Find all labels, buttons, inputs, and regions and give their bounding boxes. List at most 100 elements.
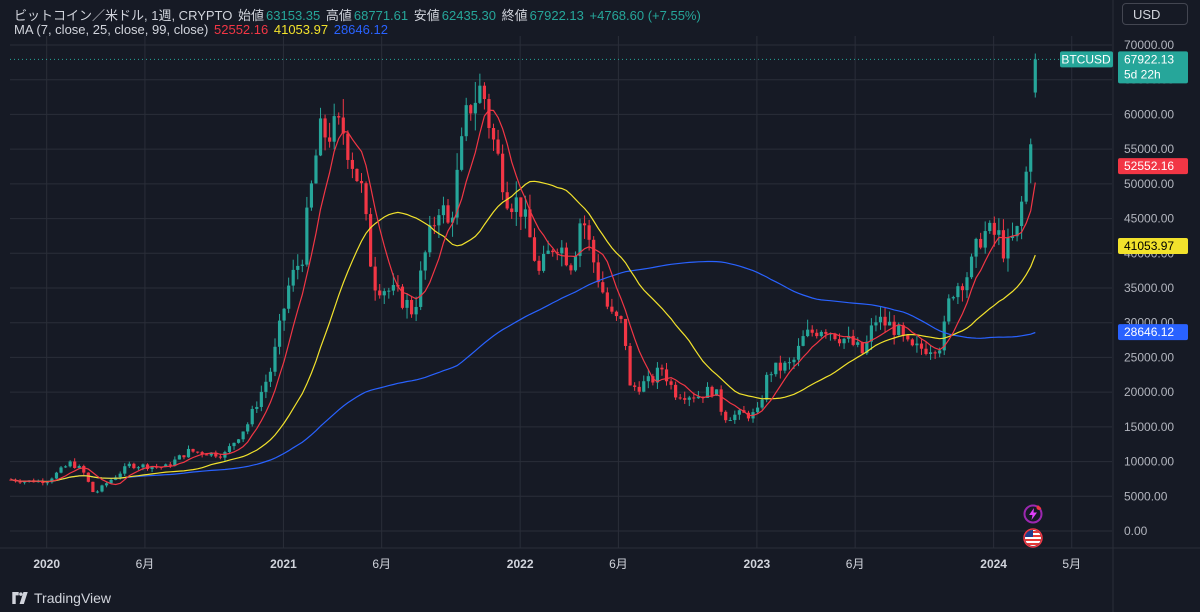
candle-body <box>587 225 591 240</box>
candle-body <box>701 396 705 398</box>
candle-body <box>983 231 987 248</box>
symbol-tag <box>1060 51 1113 68</box>
ma-legend[interactable]: MA (7, close, 25, close, 99, close) 5255… <box>14 22 390 37</box>
candle-body <box>63 466 68 468</box>
y-tick-label: 50000.00 <box>1124 177 1174 191</box>
open-value: 63153.35 <box>266 8 321 23</box>
candle-body <box>191 448 195 452</box>
x-tick-label: 2022 <box>507 557 534 571</box>
candle-body <box>423 252 427 271</box>
lightning-icon[interactable] <box>1023 504 1043 524</box>
candle-body <box>537 260 541 271</box>
candle-body <box>842 338 846 344</box>
candle-body <box>305 207 309 265</box>
candle-body <box>164 464 168 468</box>
candle-body <box>95 491 100 493</box>
candle-body <box>491 128 496 140</box>
candle-body <box>186 448 191 458</box>
candle-body <box>277 320 282 347</box>
candle-body <box>218 456 222 458</box>
candle-body <box>255 406 259 409</box>
candle-body <box>214 452 218 457</box>
candle-body <box>942 321 946 351</box>
candle-body <box>391 284 395 291</box>
candle-body <box>769 374 773 376</box>
candle-body <box>428 225 432 253</box>
currency-button[interactable]: USD <box>1122 3 1188 25</box>
candle-body <box>141 464 145 468</box>
candle-body <box>232 442 236 447</box>
candle-body <box>897 325 901 335</box>
price-tag-countdown: 5d 22h <box>1124 67 1161 81</box>
candle-body <box>1029 144 1033 172</box>
ma25-value: 41053.97 <box>273 22 329 37</box>
candle-body <box>865 341 869 354</box>
candle-body <box>387 290 391 292</box>
ma-tag <box>1118 158 1188 175</box>
candle-body <box>696 396 700 399</box>
candle-body <box>369 214 373 267</box>
candle-body <box>960 286 965 291</box>
ma-tag <box>1118 237 1188 254</box>
high-label: 高値 <box>325 8 352 23</box>
candle-body <box>469 105 473 114</box>
candle-body <box>774 362 778 375</box>
candle-body <box>951 297 955 299</box>
candle-body <box>578 223 582 256</box>
candle-body <box>328 137 332 142</box>
candle-body <box>519 197 523 217</box>
us-flag-icon[interactable] <box>1023 528 1043 548</box>
candle-body <box>1020 201 1024 227</box>
candle-body <box>623 318 628 346</box>
candle-body <box>783 362 787 371</box>
change-value: +4768.60 (+7.55%) <box>589 8 701 23</box>
candle-body <box>446 205 450 223</box>
candle-body <box>82 465 86 473</box>
y-tick-label: 0.00 <box>1124 524 1148 538</box>
y-tick-label: 35000.00 <box>1124 281 1174 295</box>
candle-body <box>291 269 295 286</box>
candle-body <box>637 386 641 392</box>
candle-body <box>460 136 464 170</box>
candle-body <box>837 339 842 344</box>
candle-body <box>501 153 505 193</box>
candle-body <box>683 398 687 400</box>
ma99-line <box>10 260 1036 483</box>
candle-body <box>678 397 682 399</box>
candle-body <box>382 291 386 296</box>
y-tick-label: 5000.00 <box>1124 489 1168 503</box>
open-label: 始値 <box>238 8 265 23</box>
candle-body <box>282 308 286 321</box>
y-tick-label: 70000.00 <box>1124 38 1174 52</box>
candle-body <box>719 389 723 412</box>
candle-body <box>1001 230 1006 259</box>
candle-body <box>919 343 924 349</box>
candle-body <box>109 479 113 484</box>
candle-body <box>209 452 213 456</box>
ohlc-legend: ビットコイン／米ドル, 1週, CRYPTO 始値 63153.35 高値 6877… <box>14 5 703 24</box>
candle-body <box>337 116 341 118</box>
candle-body <box>150 466 154 469</box>
candle-body <box>478 85 482 103</box>
candle-body <box>409 299 414 315</box>
candle-body <box>760 399 764 408</box>
candle-body <box>582 223 587 226</box>
candle-body <box>173 459 177 466</box>
candle-body <box>974 238 978 257</box>
candle-body <box>473 102 477 114</box>
close-label: 終値 <box>501 8 528 23</box>
candle-body <box>710 386 714 396</box>
candle-body <box>205 454 209 456</box>
candle-body <box>801 336 805 346</box>
candle-body <box>755 407 760 413</box>
candle-body <box>619 316 623 319</box>
candle-body <box>815 332 819 337</box>
candle-body <box>45 482 49 484</box>
tradingview-brand[interactable]: TradingView <box>12 590 111 606</box>
candle-body <box>364 183 368 215</box>
candle-body <box>59 467 63 473</box>
candle-body <box>1006 237 1010 259</box>
candle-body <box>938 350 942 354</box>
candle-body <box>378 290 382 296</box>
